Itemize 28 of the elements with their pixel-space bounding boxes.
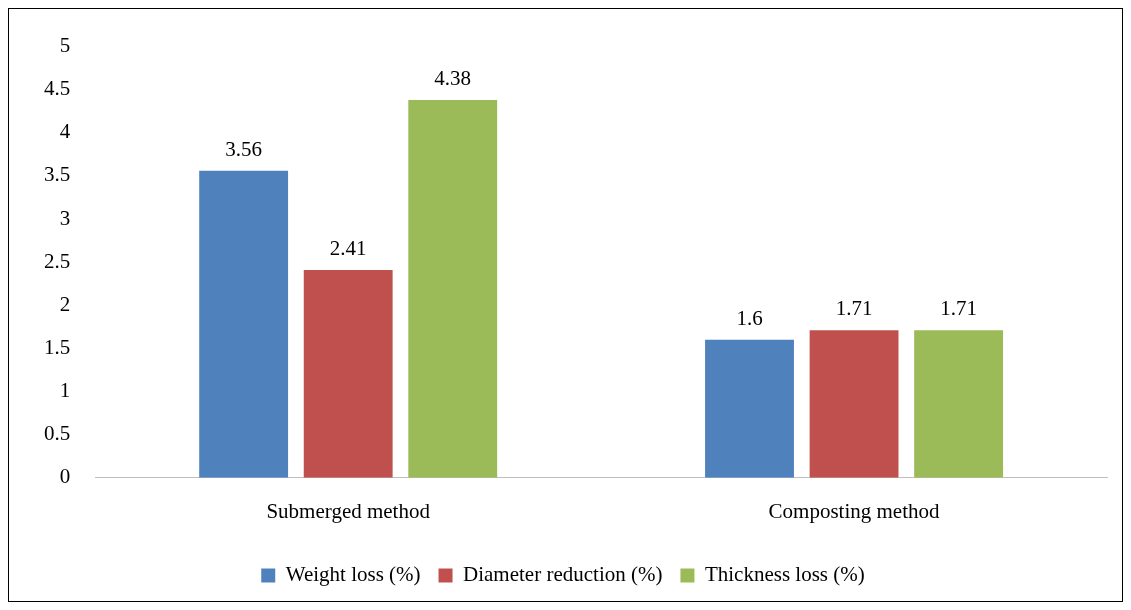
y-tick-label: 1 — [59, 378, 71, 403]
y-tick-label: 1.5 — [44, 334, 71, 359]
data-label: 4.38 — [434, 66, 472, 91]
y-tick-label: 5 — [59, 33, 71, 58]
bar — [914, 330, 1004, 478]
legend-label: Diameter reduction (%) — [463, 562, 663, 587]
y-tick-label: 4.5 — [44, 76, 71, 101]
y-tick-label: 3 — [59, 205, 71, 230]
x-tick-label: Composting method — [768, 498, 941, 523]
y-tick-label: 2 — [59, 291, 71, 316]
data-label: 1.6 — [736, 305, 763, 330]
legend-label: Weight loss (%) — [285, 562, 421, 587]
x-tick-label: Submerged method — [266, 498, 431, 523]
bar — [809, 330, 899, 478]
bar — [408, 100, 498, 478]
legend-label: Thickness loss (%) — [704, 562, 865, 587]
bar — [705, 339, 794, 478]
y-tick-label: 0 — [59, 464, 71, 489]
y-tick-label: 0.5 — [44, 421, 71, 446]
data-label: 1.71 — [940, 296, 977, 321]
bar — [199, 170, 289, 478]
bar — [303, 269, 393, 478]
y-tick-label: 3.5 — [44, 162, 71, 187]
data-label: 1.71 — [835, 296, 873, 321]
y-tick-label: 4 — [59, 119, 71, 144]
data-label: 3.56 — [225, 136, 263, 161]
data-label: 2.41 — [329, 235, 367, 260]
y-tick-label: 2.5 — [44, 248, 71, 273]
